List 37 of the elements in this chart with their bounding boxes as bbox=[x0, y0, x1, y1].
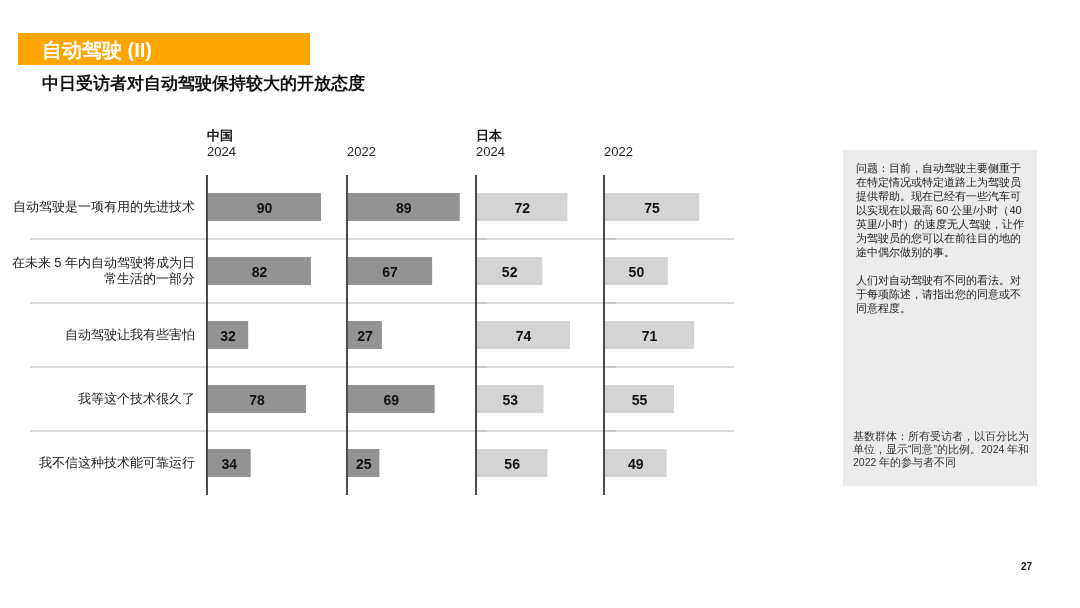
text: 27 bbox=[1020, 561, 1033, 572]
data-label: 52 bbox=[501, 264, 518, 280]
text: 人们对自动驾驶有不同的看法。对于每项陈述，请指出您的同意或不同意程度。 bbox=[856, 274, 1021, 314]
data-label: 78 bbox=[249, 392, 265, 408]
data-label: 90 bbox=[256, 200, 273, 216]
y-tick-label: 我等这个技术很久了 bbox=[78, 391, 195, 406]
chart-title: 2022 bbox=[347, 144, 376, 159]
data-label: 49 bbox=[627, 456, 644, 472]
data-label: 67 bbox=[382, 264, 399, 280]
chart-subtitle: 日本 bbox=[476, 128, 503, 143]
data-label: 89 bbox=[396, 200, 412, 216]
data-label: 75 bbox=[644, 200, 661, 216]
y-tick-label: 自动驾驶是一项有用的先进技术 bbox=[13, 199, 195, 214]
data-label: 72 bbox=[514, 200, 531, 216]
data-label: 27 bbox=[357, 328, 373, 344]
data-label: 25 bbox=[355, 456, 372, 472]
data-label: 55 bbox=[631, 392, 648, 408]
chart-title: 2022 bbox=[604, 144, 633, 159]
text: 中日受访者对自动驾驶保持较大的开放态度 bbox=[42, 74, 365, 93]
y-tick-label: 在未来 5 年内自动驾驶将成为日常生活的一部分 bbox=[11, 255, 195, 286]
chart-title: 2024 bbox=[476, 144, 505, 159]
data-label: 74 bbox=[515, 328, 532, 344]
y-tick-label: 自动驾驶让我有些害怕 bbox=[65, 327, 195, 342]
data-label: 34 bbox=[221, 456, 238, 472]
data-label: 69 bbox=[383, 392, 400, 408]
text: 问题：目前，自动驾驶主要侧重于在特定情况或特定道路上为驾驶员提供帮助。现在已经有一些汽车可以实现在以最高 60 公里/小时（40 英里/小时）的速度无人驾驶，让作为驾驶员的您可以在前往目的地的途中偶尔做别的事。 bbox=[856, 162, 1025, 258]
data-label: 56 bbox=[504, 456, 521, 472]
data-label: 71 bbox=[641, 328, 658, 344]
chart-title: 2024 bbox=[207, 144, 236, 159]
data-label: 50 bbox=[628, 264, 645, 280]
data-label: 82 bbox=[251, 264, 268, 280]
chart-subtitle: 中国 bbox=[207, 128, 233, 143]
y-tick-label: 我不信这种技术能可靠运行 bbox=[39, 455, 195, 470]
data-label: 32 bbox=[220, 328, 237, 344]
text: 基数群体：所有受访者，以百分比为单位，显示“同意”的比例。2024 年和 2022 年的参与者不同 bbox=[853, 430, 1033, 468]
text: 自动驾驶 (II) bbox=[42, 39, 152, 61]
data-label: 53 bbox=[502, 392, 519, 408]
